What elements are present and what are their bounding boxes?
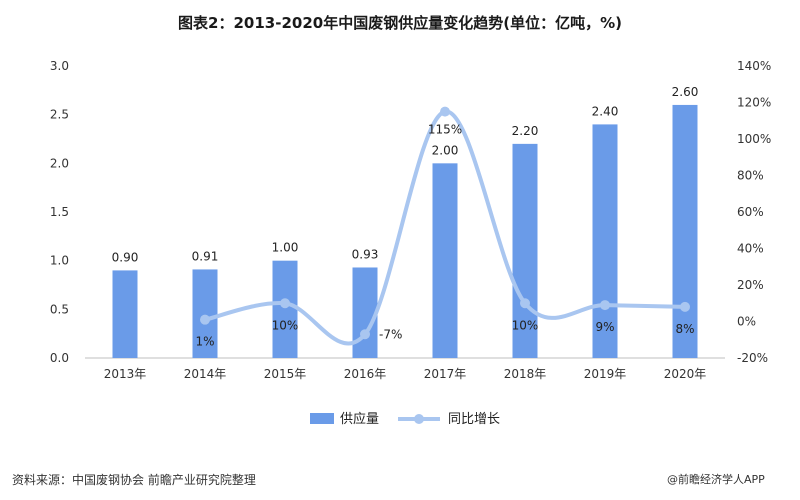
legend-bar-swatch [310,413,334,424]
x-tick-label: 2016年 [344,367,387,381]
y-right-tick-label: 20% [737,278,764,292]
growth-point [680,301,690,312]
bar [192,269,218,358]
growth-value-label: 115% [428,123,462,137]
bar-value-label: 1.00 [272,241,299,255]
x-tick-label: 2013年 [104,367,147,381]
legend-line-label: 同比增长 [448,412,500,427]
x-tick-label: 2020年 [664,367,707,381]
bar-value-label: 2.00 [432,143,459,157]
growth-point [520,298,530,309]
growth-point [200,314,210,325]
bar [272,260,298,358]
y-right-tick-label: -20% [737,351,768,365]
bar [512,143,538,358]
growth-point [600,300,610,311]
growth-value-label: 10% [272,318,299,332]
bar-value-label: 2.60 [672,85,699,99]
y-left-tick-label: 3.0 [50,59,69,73]
bar [432,163,458,358]
growth-value-label: -7% [379,327,402,341]
source-note: 资料来源：中国废钢协会 前瞻产业研究院整理 [12,473,256,487]
x-tick-label: 2018年 [504,367,547,381]
bar-value-label: 0.91 [192,249,219,263]
y-right-tick-label: 0% [737,315,756,329]
bar-value-label: 2.40 [592,104,619,118]
growth-point [360,329,370,340]
bar-value-label: 0.93 [352,247,379,261]
growth-point [280,298,290,309]
y-left-tick-label: 1.0 [50,254,69,268]
credit-text: @前瞻经济学人APP [667,473,765,486]
growth-value-label: 9% [595,320,614,334]
bar [112,270,138,358]
bar [352,267,378,358]
growth-value-label: 8% [675,322,694,336]
y-left-tick-label: 0.0 [50,351,69,365]
y-right-tick-label: 60% [737,205,764,219]
bar [592,124,618,359]
x-tick-label: 2015年 [264,367,307,381]
bar-value-label: 2.20 [512,124,539,138]
x-tick-label: 2019年 [584,367,627,381]
y-right-tick-label: 120% [737,96,771,110]
y-right-tick-label: 100% [737,132,771,146]
growth-value-label: 10% [512,318,539,332]
bar [672,104,698,358]
y-right-tick-label: 40% [737,242,764,256]
y-left-tick-label: 2.5 [50,108,69,122]
chart-title: 图表2：2013-2020年中国废钢供应量变化趋势(单位：亿吨，%) [178,14,622,32]
bar-value-label: 0.90 [112,250,139,264]
x-tick-label: 2014年 [184,367,227,381]
growth-point [440,106,450,117]
y-left-tick-label: 2.0 [50,156,69,170]
x-tick-label: 2017年 [424,367,467,381]
y-left-tick-label: 1.5 [50,205,69,219]
growth-value-label: 1% [195,335,214,349]
legend-line-marker [414,414,424,424]
legend-bar-label: 供应量 [340,411,379,427]
y-right-tick-label: 80% [737,169,764,183]
y-left-tick-label: 0.5 [50,302,69,316]
y-right-tick-label: 140% [737,59,771,73]
